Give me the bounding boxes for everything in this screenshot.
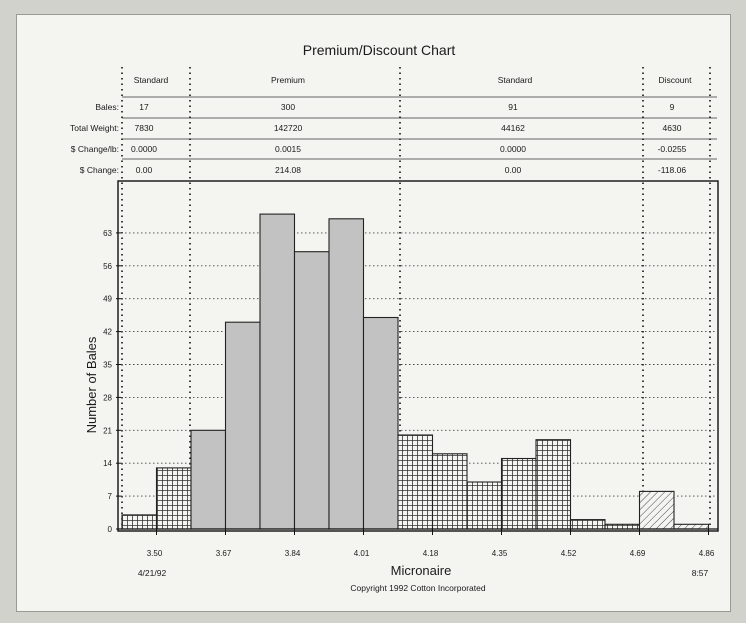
y-tick-label: 28 <box>103 393 112 402</box>
premium-discount-chart: Premium/Discount Chart Standard Premium … <box>70 42 719 593</box>
cell-premium-change: 214.08 <box>275 165 301 175</box>
bar-4.61-4.69 <box>604 523 641 530</box>
plot-frame <box>117 180 719 532</box>
x-tick-label: 3.50 <box>147 549 163 558</box>
y-tick-label: 56 <box>103 262 112 271</box>
bar-4.52-4.61 <box>569 519 606 530</box>
y-tick-label: 14 <box>103 459 112 468</box>
y-axis: 0 7 14 21 28 35 42 49 56 63 <box>103 229 121 534</box>
chart-title: Premium/Discount Chart <box>303 42 456 58</box>
chart-paper: Premium/Discount Chart Standard Premium … <box>16 14 731 612</box>
column-header-premium: Premium <box>271 75 305 85</box>
bar-4.27-4.35 <box>466 481 503 530</box>
footer-time: 8:57 <box>692 568 709 578</box>
cell-standard-high-bales: 91 <box>508 102 518 112</box>
y-tick-label: 7 <box>108 492 113 501</box>
cell-standard-high-change: 0.00 <box>505 165 522 175</box>
bar-3.50-3.59 <box>155 467 192 530</box>
bar-4.10-4.18 <box>397 434 434 530</box>
row-label-change: $ Change: <box>80 165 119 175</box>
x-tick-label: 3.67 <box>216 549 232 558</box>
summary-table: Standard Premium Standard Discount Bales… <box>70 75 717 175</box>
y-tick-label: 21 <box>103 426 112 435</box>
cell-standard-high-change-per-lb: 0.0000 <box>500 144 526 154</box>
zone-boundaries <box>121 67 711 529</box>
footer-date: 4/21/92 <box>138 568 167 578</box>
cell-standard-low-change: 0.00 <box>136 165 153 175</box>
cell-discount-change-per-lb: -0.0255 <box>658 144 687 154</box>
cell-discount-bales: 9 <box>670 102 675 112</box>
y-tick-label: 63 <box>103 229 112 238</box>
column-header-standard-high: Standard <box>498 75 533 85</box>
cell-standard-low-bales: 17 <box>139 102 149 112</box>
x-tick-label: 3.84 <box>285 549 301 558</box>
bar-3.67-3.76 <box>224 321 261 530</box>
column-header-discount: Discount <box>658 75 692 85</box>
bar-4.69-4.78 <box>638 490 675 530</box>
cell-premium-change-per-lb: 0.0015 <box>275 144 301 154</box>
cell-discount-change: -118.06 <box>658 165 686 175</box>
x-axis-title: Micronaire <box>391 563 452 578</box>
cell-standard-high-weight: 44162 <box>501 123 525 133</box>
bar-3.76-3.84 <box>259 213 296 530</box>
cell-standard-low-weight: 7830 <box>135 123 154 133</box>
bars <box>118 213 718 530</box>
bar-3.93-4.01 <box>328 218 365 530</box>
gridlines <box>121 232 717 497</box>
bar-3.84-3.93 <box>293 251 330 530</box>
cell-premium-weight: 142720 <box>274 123 303 133</box>
bar-4.18-4.27 <box>431 453 468 530</box>
bar-4.78-4.86 <box>673 523 710 530</box>
y-axis-title: Number of Bales <box>84 336 99 433</box>
column-header-standard-low: Standard <box>134 75 169 85</box>
footer-copyright: Copyright 1992 Cotton Incorporated <box>350 583 485 593</box>
x-tick-label: 4.52 <box>561 549 577 558</box>
y-tick-label: 0 <box>108 525 113 534</box>
x-tick-label: 4.69 <box>630 549 646 558</box>
bar-3.41-3.50 <box>121 514 158 530</box>
cell-premium-bales: 300 <box>281 102 295 112</box>
y-tick-label: 35 <box>103 361 112 370</box>
y-tick-label: 49 <box>103 295 112 304</box>
cell-discount-weight: 4630 <box>663 123 682 133</box>
x-tick-label: 4.18 <box>423 549 439 558</box>
x-tick-label: 4.01 <box>354 549 370 558</box>
y-tick-label: 42 <box>103 328 112 337</box>
bar-4.01-4.10 <box>362 316 399 530</box>
x-tick-label: 4.35 <box>492 549 508 558</box>
bar-4.35-4.44 <box>500 457 537 530</box>
row-label-bales: Bales: <box>95 102 119 112</box>
x-axis: 3.503.673.844.014.184.354.524.694.865.03 <box>147 529 715 558</box>
bar-4.44-4.52 <box>535 439 572 530</box>
row-label-change-per-lb: $ Change/lb: <box>71 144 119 154</box>
cell-standard-low-change-per-lb: 0.0000 <box>131 144 157 154</box>
x-tick-label: 4.86 <box>699 549 715 558</box>
bar-3.59-3.67 <box>190 429 227 530</box>
row-label-total-weight: Total Weight: <box>70 123 119 133</box>
